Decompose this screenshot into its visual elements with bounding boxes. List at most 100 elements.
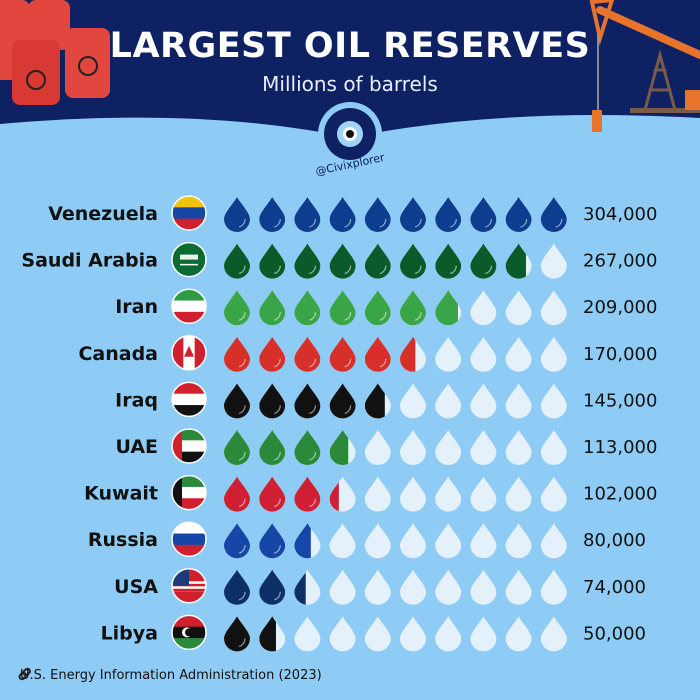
oil-drop-icon bbox=[329, 243, 356, 279]
oil-drop-icon bbox=[224, 383, 250, 419]
oil-drop-icon bbox=[435, 569, 462, 605]
oil-drop-icon bbox=[400, 383, 426, 419]
oil-drop-icon bbox=[400, 430, 426, 465]
country-label: USA bbox=[114, 576, 158, 598]
oil-drop-icon bbox=[470, 569, 497, 605]
oil-drop-icon bbox=[540, 383, 567, 419]
oil-drop-icon bbox=[364, 336, 391, 372]
country-label: Venezuela bbox=[48, 203, 158, 225]
oil-drop-icon bbox=[259, 243, 286, 279]
oil-drop-icon bbox=[435, 616, 462, 652]
oil-drop-icon bbox=[400, 523, 426, 559]
oil-drop-icon bbox=[294, 290, 321, 326]
header-band bbox=[0, 0, 700, 132]
oil-drop-icon bbox=[294, 523, 321, 559]
row-saudi-arabia: Saudi Arabia 267,000 bbox=[21, 241, 657, 279]
oil-drop-icon bbox=[505, 476, 532, 512]
oil-drop-icon bbox=[540, 430, 567, 466]
oil-drop-icon bbox=[540, 290, 567, 326]
oil-drop-icon bbox=[329, 336, 356, 372]
oil-drop-icon bbox=[505, 290, 532, 326]
row-kuwait: Kuwait 102,000 bbox=[84, 474, 657, 512]
value-label: 304,000 bbox=[583, 204, 657, 225]
oil-drop-icon bbox=[294, 197, 321, 233]
oil-drop-icon bbox=[400, 569, 426, 605]
flag-iran-icon bbox=[172, 289, 206, 324]
oil-drop-icon bbox=[540, 243, 567, 279]
oil-drop-icon bbox=[540, 197, 567, 233]
oil-drop-icon bbox=[470, 383, 497, 419]
oil-drop-icon bbox=[435, 336, 462, 372]
flag-iraq-icon bbox=[172, 382, 206, 417]
oil-drop-icon bbox=[470, 523, 497, 559]
row-iran: Iran 209,000 bbox=[115, 288, 657, 326]
oil-drop-icon bbox=[470, 197, 497, 233]
oil-drop-icon bbox=[470, 336, 497, 372]
oil-drop-icon bbox=[224, 197, 250, 232]
value-label: 209,000 bbox=[583, 297, 657, 318]
oil-drop-icon bbox=[435, 523, 462, 559]
oil-drop-icon bbox=[505, 197, 532, 232]
value-label: 113,000 bbox=[583, 437, 657, 458]
oil-drop-icon bbox=[259, 523, 286, 559]
oil-drop-icon bbox=[294, 430, 321, 466]
country-label: Libya bbox=[101, 622, 158, 644]
oil-drop-icon bbox=[224, 523, 250, 559]
chart-subtitle: Millions of barrels bbox=[262, 72, 438, 96]
oil-drop-icon bbox=[294, 243, 321, 279]
flag-saudi-arabia-icon bbox=[172, 242, 206, 277]
oil-drop-icon bbox=[364, 197, 391, 233]
oil-drop-icon bbox=[224, 476, 250, 512]
oil-barrels-illustration bbox=[0, 0, 110, 105]
oil-drop-icon bbox=[435, 476, 462, 512]
oil-drop-icon bbox=[505, 383, 532, 419]
oil-drop-icon bbox=[224, 243, 250, 279]
oil-drop-icon bbox=[364, 290, 391, 326]
country-label: Canada bbox=[78, 343, 158, 365]
source-note: U.S. Energy Information Administration (… bbox=[20, 668, 322, 683]
oil-drop-icon bbox=[435, 197, 462, 233]
oil-drop-icon bbox=[364, 616, 391, 652]
oil-drop-icon bbox=[329, 616, 356, 652]
oil-drop-icon bbox=[364, 523, 391, 559]
row-usa: USA 74,000 bbox=[114, 568, 646, 605]
oil-drop-icon bbox=[259, 430, 286, 466]
row-uae: UAE 113,000 bbox=[115, 428, 657, 466]
oil-drop-icon bbox=[224, 430, 250, 465]
oil-drop-icon bbox=[294, 616, 321, 652]
oil-drop-icon bbox=[329, 523, 356, 559]
oil-drop-icon bbox=[329, 476, 356, 512]
oil-drop-icon bbox=[294, 569, 321, 605]
country-label: Kuwait bbox=[84, 483, 158, 505]
oil-drop-icon bbox=[540, 569, 567, 605]
country-label: Russia bbox=[88, 529, 158, 551]
oil-drop-icon bbox=[364, 476, 391, 512]
country-label: Iraq bbox=[115, 389, 158, 411]
oil-drop-icon bbox=[505, 616, 532, 652]
oil-drop-icon bbox=[329, 197, 356, 233]
link-icon bbox=[18, 667, 31, 681]
row-canada: Canada 170,000 bbox=[78, 335, 657, 372]
country-label: Iran bbox=[115, 296, 158, 318]
oil-pump-illustration bbox=[589, 0, 700, 132]
row-libya: Libya 50,000 bbox=[101, 614, 646, 652]
oil-drop-icon bbox=[329, 290, 356, 326]
oil-drop-icon bbox=[364, 430, 391, 466]
oil-drop-icon bbox=[259, 336, 286, 372]
oil-drop-icon bbox=[259, 476, 286, 512]
row-venezuela: Venezuela 304,000 bbox=[48, 195, 657, 233]
flag-canada-icon bbox=[172, 335, 206, 370]
country-label: UAE bbox=[115, 436, 158, 458]
oil-drop-icon bbox=[435, 243, 462, 279]
oil-drop-icon bbox=[540, 616, 567, 652]
oil-drop-icon bbox=[259, 197, 286, 233]
oil-drop-icon bbox=[470, 243, 497, 279]
oil-drop-icon bbox=[364, 383, 391, 419]
value-label: 80,000 bbox=[583, 530, 646, 551]
oil-drop-icon bbox=[505, 430, 532, 465]
oil-drop-icon bbox=[294, 336, 321, 372]
flag-libya-icon bbox=[172, 615, 206, 650]
oil-drop-icon bbox=[400, 290, 426, 326]
flag-usa-icon bbox=[172, 568, 206, 603]
flag-russia-icon bbox=[172, 522, 206, 557]
